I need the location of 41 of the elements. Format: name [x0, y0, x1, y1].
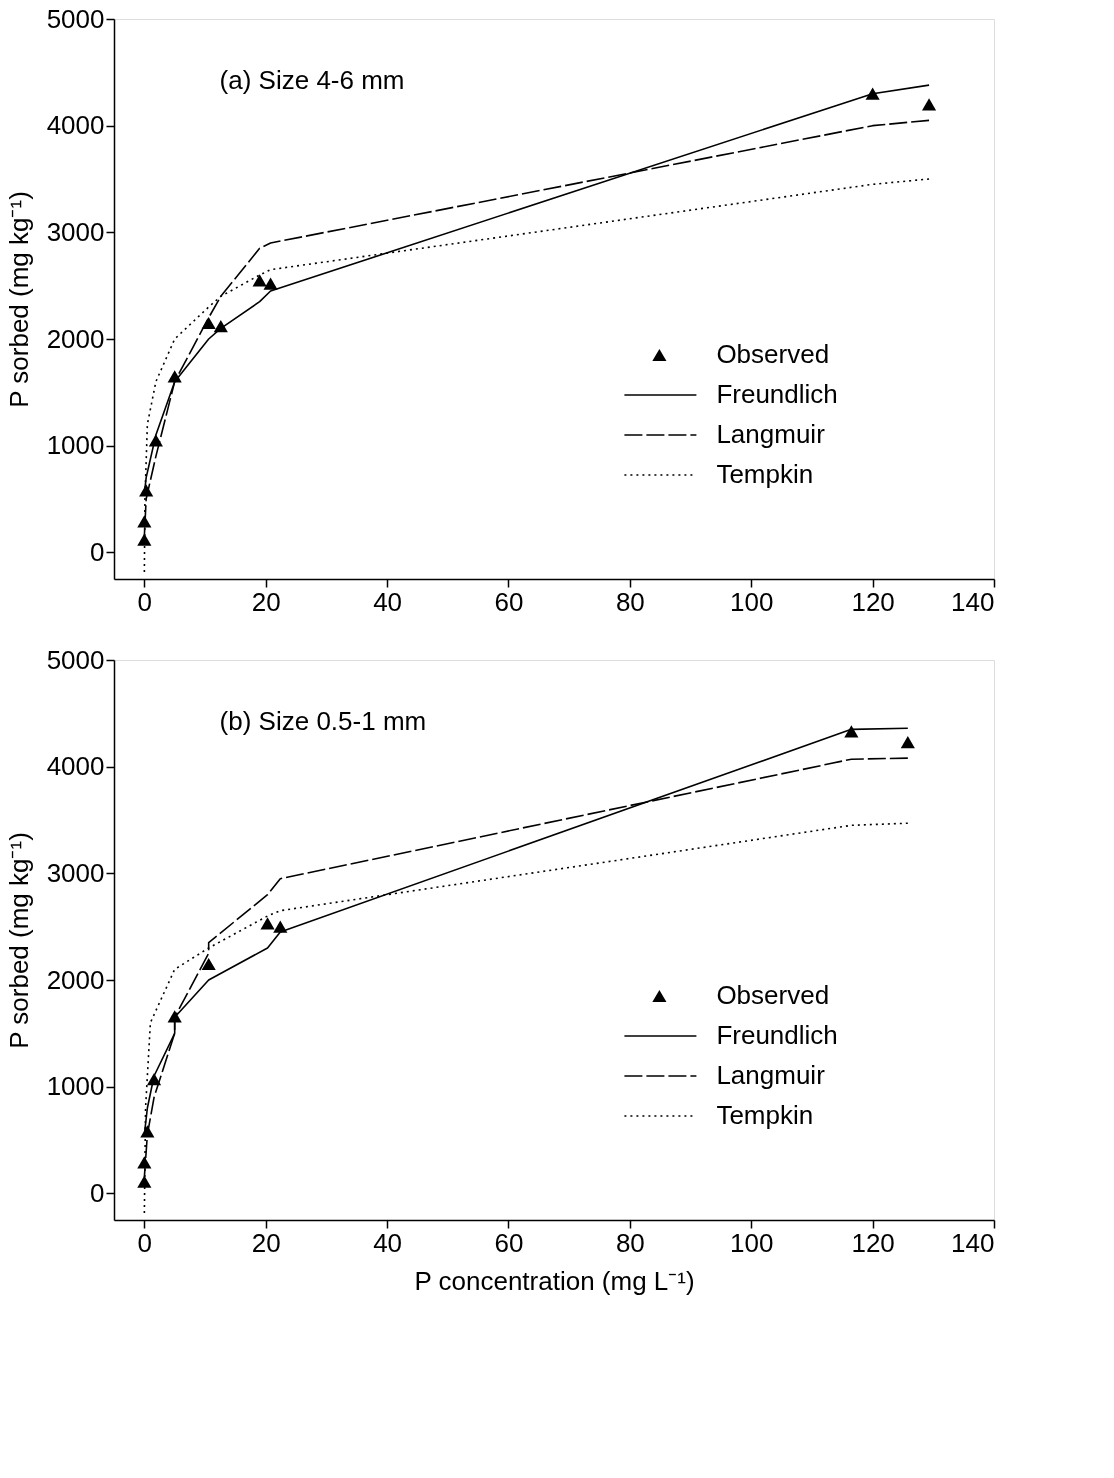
x-tick-label: 80 — [615, 1227, 645, 1258]
x-axis-title: P concentration (mg L⁻¹) — [414, 1265, 695, 1296]
y-tick-label: 4000 — [46, 110, 105, 141]
x-tick-label: 0 — [137, 1227, 153, 1258]
x-tick-label: 100 — [730, 586, 774, 617]
y-tick-label: 0 — [90, 536, 105, 567]
legend-label: Freundlich — [716, 379, 838, 409]
x-tick-label: 100 — [730, 1227, 774, 1258]
x-tick-label: 20 — [251, 1227, 281, 1258]
y-axis-title: P sorbed (mg kg⁻¹) — [3, 832, 34, 1049]
legend-label: Observed — [716, 339, 830, 369]
x-tick-label: 120 — [851, 1227, 895, 1258]
x-tick-label: 60 — [494, 586, 524, 617]
y-tick-label: 3000 — [46, 857, 105, 888]
x-tick-label: 40 — [373, 1227, 403, 1258]
x-tick-label: 40 — [373, 586, 403, 617]
text: (b) Size 0.5-1 mm — [219, 705, 427, 736]
x-tick-label: 0 — [137, 586, 153, 617]
y-tick-label: 2000 — [46, 323, 105, 354]
y-tick-label: 5000 — [46, 644, 105, 675]
text: (a) Size 4-6 mm — [219, 64, 405, 95]
x-tick-label: 140 — [951, 586, 995, 617]
legend-label: Langmuir — [716, 419, 826, 449]
legend-label: Langmuir — [716, 1060, 826, 1090]
legend-label: Observed — [716, 980, 830, 1010]
legend-label: Tempkin — [716, 1100, 814, 1130]
x-tick-label: 80 — [615, 586, 645, 617]
y-axis-title: P sorbed (mg kg⁻¹) — [3, 191, 34, 408]
y-tick-label: 4000 — [46, 751, 105, 782]
legend-label: Freundlich — [716, 1020, 838, 1050]
y-tick-label: 1000 — [46, 430, 105, 461]
y-tick-label: 1000 — [46, 1071, 105, 1102]
x-tick-label: 140 — [951, 1227, 995, 1258]
x-tick-label: 60 — [494, 1227, 524, 1258]
x-tick-label: 20 — [251, 586, 281, 617]
x-tick-label: 120 — [851, 586, 895, 617]
y-tick-label: 5000 — [46, 3, 105, 34]
y-tick-label: 0 — [90, 1177, 105, 1208]
y-tick-label: 3000 — [46, 216, 105, 247]
y-tick-label: 2000 — [46, 964, 105, 995]
legend-label: Tempkin — [716, 459, 814, 489]
